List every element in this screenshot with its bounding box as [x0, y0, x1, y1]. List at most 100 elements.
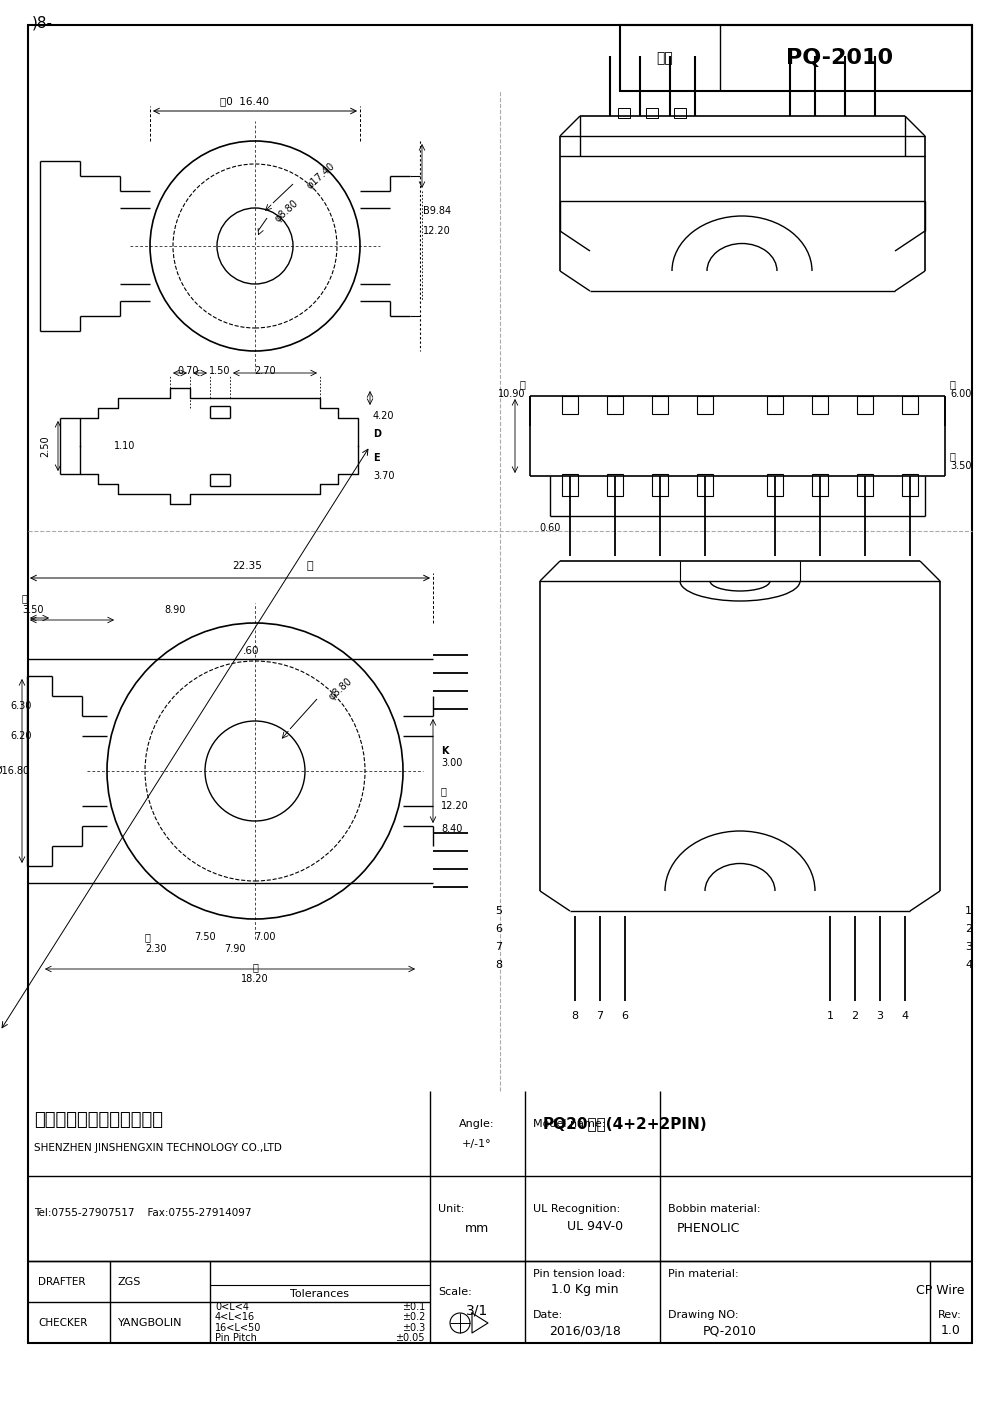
Text: ±0.05: ±0.05	[396, 1332, 425, 1344]
Text: 4.20: 4.20	[373, 410, 394, 420]
Text: ⓘ: ⓘ	[307, 560, 313, 572]
Text: 3.70: 3.70	[373, 471, 394, 481]
Text: 3.00: 3.00	[441, 758, 462, 768]
Text: ⓛ: ⓛ	[441, 786, 447, 796]
Text: 1.10: 1.10	[114, 441, 136, 451]
Text: 1.0 Kg min: 1.0 Kg min	[551, 1283, 619, 1296]
Text: DRAFTER: DRAFTER	[38, 1276, 86, 1288]
Text: +/-1°: +/-1°	[462, 1139, 492, 1149]
Text: 3.50: 3.50	[950, 461, 972, 471]
Text: 16<L<50: 16<L<50	[215, 1323, 261, 1332]
Text: 6.00: 6.00	[950, 389, 971, 399]
Text: 2: 2	[851, 1012, 859, 1021]
Text: Bobbin material:: Bobbin material:	[668, 1203, 761, 1215]
Text: 2016/03/18: 2016/03/18	[549, 1324, 621, 1338]
Text: ±0.2: ±0.2	[402, 1313, 425, 1323]
Text: 22.35: 22.35	[232, 560, 262, 572]
Bar	[674, 108, 686, 118]
Text: Angle:: Angle:	[459, 1119, 495, 1129]
Text: ⑀0  16.40: ⑀0 16.40	[220, 97, 270, 106]
Text: YANGBOLIN: YANGBOLIN	[118, 1318, 182, 1328]
Text: Pin tension load:: Pin tension load:	[533, 1269, 625, 1279]
Bar	[902, 396, 918, 415]
Bar	[812, 474, 828, 496]
Text: 1: 1	[826, 1012, 834, 1021]
Text: 6: 6	[622, 1012, 629, 1021]
Bar	[646, 108, 658, 118]
Text: PQ-2010: PQ-2010	[703, 1324, 757, 1338]
Bar	[652, 474, 668, 496]
Bar	[902, 474, 918, 496]
Text: 1: 1	[965, 906, 972, 916]
Text: mm: mm	[465, 1223, 489, 1236]
Text: 4: 4	[901, 1012, 909, 1021]
Text: Model name:: Model name:	[533, 1119, 605, 1129]
Text: 0.70: 0.70	[177, 366, 199, 375]
Text: ⓗ: ⓗ	[950, 451, 956, 461]
Text: Pin material:: Pin material:	[668, 1269, 739, 1279]
Text: 0.60: 0.60	[539, 523, 561, 532]
Text: 3/1: 3/1	[466, 1303, 488, 1317]
Bar	[620, 25, 972, 91]
Text: 6.30: 6.30	[11, 700, 32, 710]
Text: PQ-2010: PQ-2010	[786, 48, 894, 69]
Bar	[767, 474, 783, 496]
Text: 7: 7	[596, 1012, 604, 1021]
Bar	[562, 396, 578, 415]
Text: 深圳市金盛鑫科技有限公司: 深圳市金盛鑫科技有限公司	[34, 1111, 163, 1129]
Text: Pin Pitch: Pin Pitch	[215, 1332, 257, 1344]
Text: ⓖ: ⓖ	[950, 380, 956, 389]
Text: PHENOLIC: PHENOLIC	[677, 1223, 740, 1236]
Text: ±0.3: ±0.3	[402, 1323, 425, 1332]
Text: .60: .60	[243, 646, 260, 656]
Text: CHECKER: CHECKER	[38, 1318, 87, 1328]
Text: PQ20立式(4+2+2PIN): PQ20立式(4+2+2PIN)	[543, 1117, 707, 1132]
Bar	[697, 396, 713, 415]
Text: 型号: 型号	[657, 50, 673, 64]
Bar	[697, 474, 713, 496]
Text: 4: 4	[965, 960, 972, 969]
Text: Tolerances: Tolerances	[290, 1289, 350, 1299]
Text: 5: 5	[495, 906, 502, 916]
Bar	[857, 396, 873, 415]
Text: 3: 3	[965, 941, 972, 953]
Text: ±0.1: ±0.1	[402, 1302, 425, 1313]
Text: φ8.80: φ8.80	[273, 198, 300, 224]
Text: B9.84: B9.84	[423, 206, 451, 216]
Text: 8: 8	[495, 960, 502, 969]
Bar	[562, 474, 578, 496]
Text: 12.20: 12.20	[441, 801, 469, 811]
Bar	[812, 396, 828, 415]
Text: φ8.80: φ8.80	[327, 675, 354, 702]
Text: 0<L<4: 0<L<4	[215, 1302, 249, 1313]
Text: ZGS: ZGS	[118, 1276, 141, 1288]
Text: 4<L<16: 4<L<16	[215, 1313, 255, 1323]
Text: 3: 3	[876, 1012, 884, 1021]
Text: Ø16.80: Ø16.80	[0, 766, 30, 776]
Text: Tel:0755-27907517    Fax:0755-27914097: Tel:0755-27907517 Fax:0755-27914097	[34, 1208, 252, 1217]
Text: 6: 6	[495, 925, 502, 934]
Bar	[767, 396, 783, 415]
Text: 7.50: 7.50	[194, 932, 216, 941]
Text: ⓕ: ⓕ	[519, 380, 525, 389]
Text: Scale:: Scale:	[438, 1288, 472, 1297]
Bar	[652, 396, 668, 415]
Bar	[618, 108, 630, 118]
Text: 12.20: 12.20	[423, 226, 451, 235]
Text: 1.50: 1.50	[209, 366, 231, 375]
Text: CP Wire: CP Wire	[916, 1283, 964, 1296]
Text: 2.30: 2.30	[145, 944, 166, 954]
Text: 8: 8	[571, 1012, 579, 1021]
Text: UL 94V-0: UL 94V-0	[567, 1220, 623, 1233]
Text: ⓙ: ⓙ	[22, 593, 28, 602]
Text: ⓚ: ⓚ	[145, 932, 151, 941]
Text: 3.50: 3.50	[22, 605, 44, 615]
Text: SHENZHEN JINSHENGXIN TECHNOLOGY CO.,LTD: SHENZHEN JINSHENGXIN TECHNOLOGY CO.,LTD	[34, 1143, 282, 1153]
Text: D: D	[373, 429, 381, 439]
Text: Unit:: Unit:	[438, 1203, 464, 1215]
Bar	[607, 474, 623, 496]
Text: E: E	[373, 453, 380, 462]
Text: )8-: )8-	[32, 15, 53, 31]
Text: K: K	[441, 745, 448, 757]
Text: UL Recognition:: UL Recognition:	[533, 1203, 620, 1215]
